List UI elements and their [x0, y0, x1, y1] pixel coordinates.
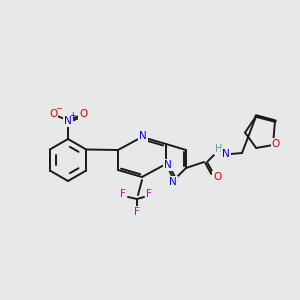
Text: −: −: [56, 104, 62, 113]
Text: O: O: [49, 109, 57, 119]
Text: H: H: [215, 144, 223, 154]
Text: +: +: [69, 112, 76, 121]
Text: N: N: [64, 116, 72, 126]
Text: N: N: [169, 177, 177, 187]
Text: O: O: [213, 172, 221, 182]
Text: N: N: [164, 160, 172, 170]
Text: O: O: [272, 139, 280, 149]
Text: N: N: [222, 149, 230, 159]
Text: N: N: [139, 131, 147, 141]
Text: F: F: [134, 207, 140, 217]
Text: O: O: [79, 109, 87, 119]
Text: F: F: [146, 189, 152, 199]
Text: F: F: [120, 189, 126, 199]
